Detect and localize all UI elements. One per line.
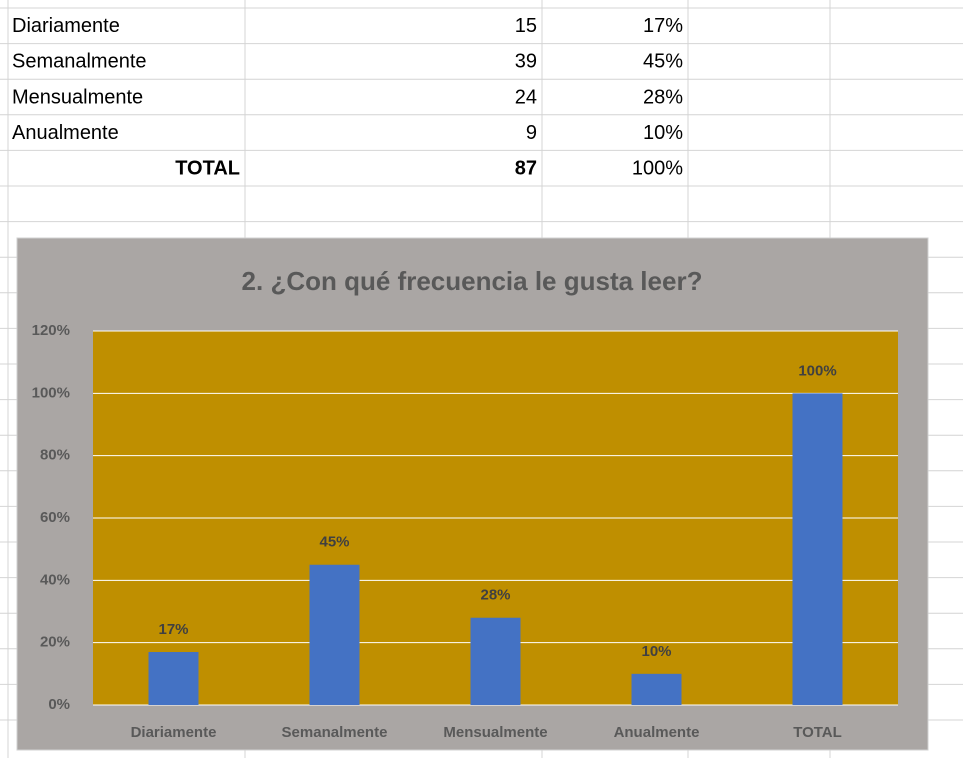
data-label: 17% (158, 621, 188, 638)
cell-count: 15 (515, 15, 537, 37)
chart-title: 2. ¿Con qué frecuencia le gusta leer? (242, 266, 703, 296)
y-tick-label: 120% (32, 322, 70, 339)
x-tick-label: Semanalmente (282, 724, 388, 741)
cell-label: Semanalmente (12, 51, 147, 73)
cell-label: Diariamente (12, 15, 120, 37)
y-tick-label: 40% (40, 571, 70, 588)
bar (792, 393, 843, 705)
data-label: 28% (480, 587, 510, 604)
cell-count: 87 (515, 157, 537, 179)
y-tick-label: 100% (32, 384, 70, 401)
cell-label: Anualmente (12, 122, 119, 144)
cell-count: 39 (515, 51, 537, 73)
cell-label: Mensualmente (12, 86, 143, 108)
data-label: 10% (641, 643, 671, 660)
cell-label: TOTAL (175, 157, 240, 179)
x-tick-label: TOTAL (793, 724, 842, 741)
x-tick-label: Mensualmente (443, 724, 547, 741)
x-tick-label: Anualmente (614, 724, 700, 741)
bar (631, 673, 682, 705)
y-tick-label: 60% (40, 509, 70, 526)
x-tick-label: Diariamente (131, 724, 217, 741)
cell-count: 24 (515, 86, 537, 108)
y-tick-label: 0% (48, 696, 70, 713)
bar (470, 617, 521, 705)
cell-percent: 100% (632, 157, 683, 179)
cell-count: 9 (526, 122, 537, 144)
bar (148, 652, 199, 705)
y-tick-label: 20% (40, 634, 70, 651)
data-label: 100% (798, 362, 836, 379)
cell-percent: 17% (643, 15, 683, 37)
data-label: 45% (319, 534, 349, 551)
cell-percent: 45% (643, 51, 683, 73)
cell-percent: 28% (643, 86, 683, 108)
bar (309, 564, 360, 705)
cell-percent: 10% (643, 122, 683, 144)
y-tick-label: 80% (40, 447, 70, 464)
